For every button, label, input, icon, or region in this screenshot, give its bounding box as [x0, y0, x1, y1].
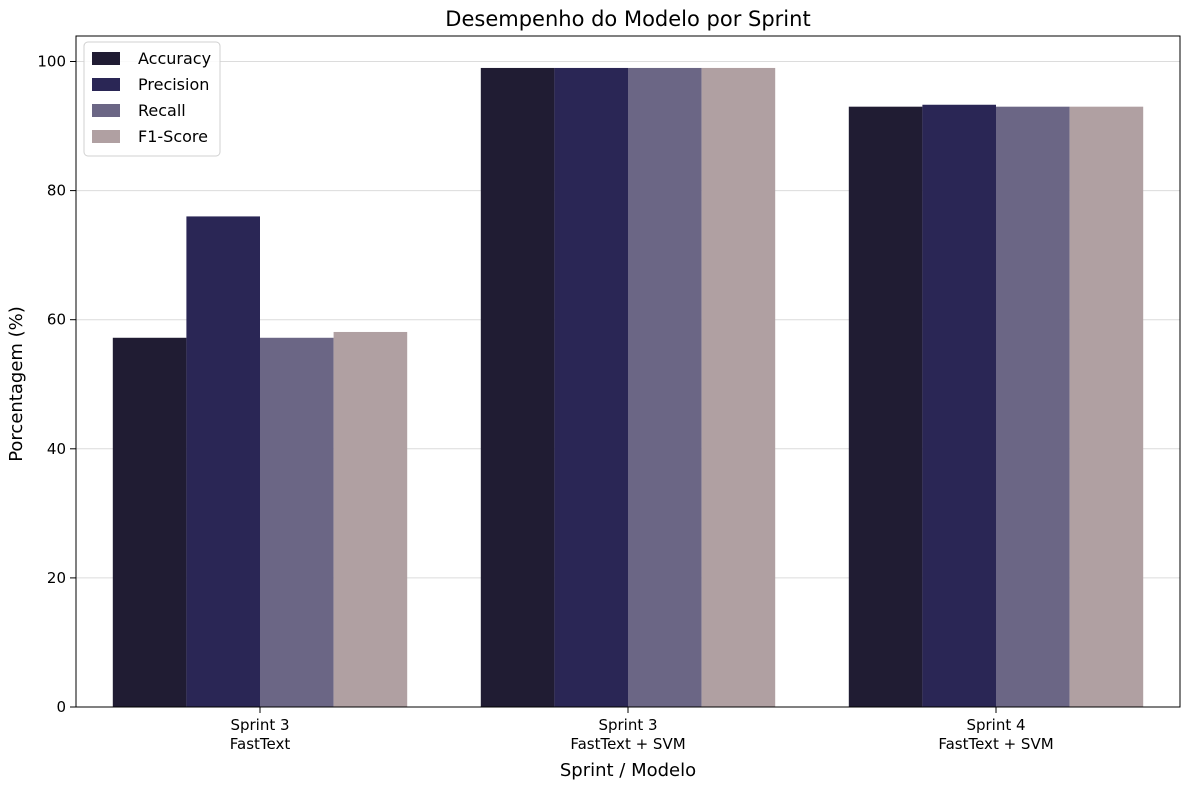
legend-swatch [92, 130, 120, 143]
y-tick-label: 60 [47, 311, 66, 329]
legend-label: Accuracy [138, 49, 211, 68]
legend: Accuracy Precision Recall F1-Score [83, 41, 221, 157]
y-axis-title: Porcentagem (%) [6, 306, 27, 462]
y-tick-label: 0 [56, 698, 66, 716]
legend-swatch [92, 78, 120, 91]
x-tick-label: Sprint 3 FastText [230, 716, 291, 753]
bar-recall [260, 337, 334, 707]
legend-label: Precision [138, 75, 209, 94]
bar-precision [922, 104, 996, 707]
bar-f1-score [333, 331, 408, 707]
y-tick-label: 80 [47, 182, 66, 200]
y-tick-label: 100 [37, 52, 66, 70]
bars [112, 67, 1144, 708]
bar-accuracy [112, 337, 187, 707]
x-tick-label: Sprint 4 FastText + SVM [938, 716, 1053, 753]
x-tick-label: Sprint 3 FastText + SVM [570, 716, 685, 753]
bar-f1-score [701, 67, 776, 707]
tick-labels: 0 20 40 60 80 100 Sprint 3 FastText Sprint 3 Fast… [37, 52, 1053, 753]
legend-swatch [92, 104, 120, 117]
bar-accuracy [848, 106, 923, 707]
y-tick-label: 20 [47, 569, 66, 587]
chart-title: Desempenho do Modelo por Sprint [445, 7, 810, 31]
bar-precision [186, 216, 260, 708]
plot-frame [75, 35, 1181, 708]
bar-f1-score [1069, 106, 1144, 707]
bar-recall [628, 67, 702, 707]
x-axis-title: Sprint / Modelo [560, 760, 696, 781]
legend-swatch [92, 52, 120, 65]
legend-box [83, 41, 221, 157]
y-tick-label: 40 [47, 440, 66, 458]
axes [70, 35, 1181, 713]
bar-accuracy [480, 67, 555, 707]
legend-label: Recall [138, 101, 186, 120]
legend-label: F1-Score [138, 127, 208, 146]
bar-recall [996, 106, 1070, 707]
bar-precision [554, 67, 628, 707]
